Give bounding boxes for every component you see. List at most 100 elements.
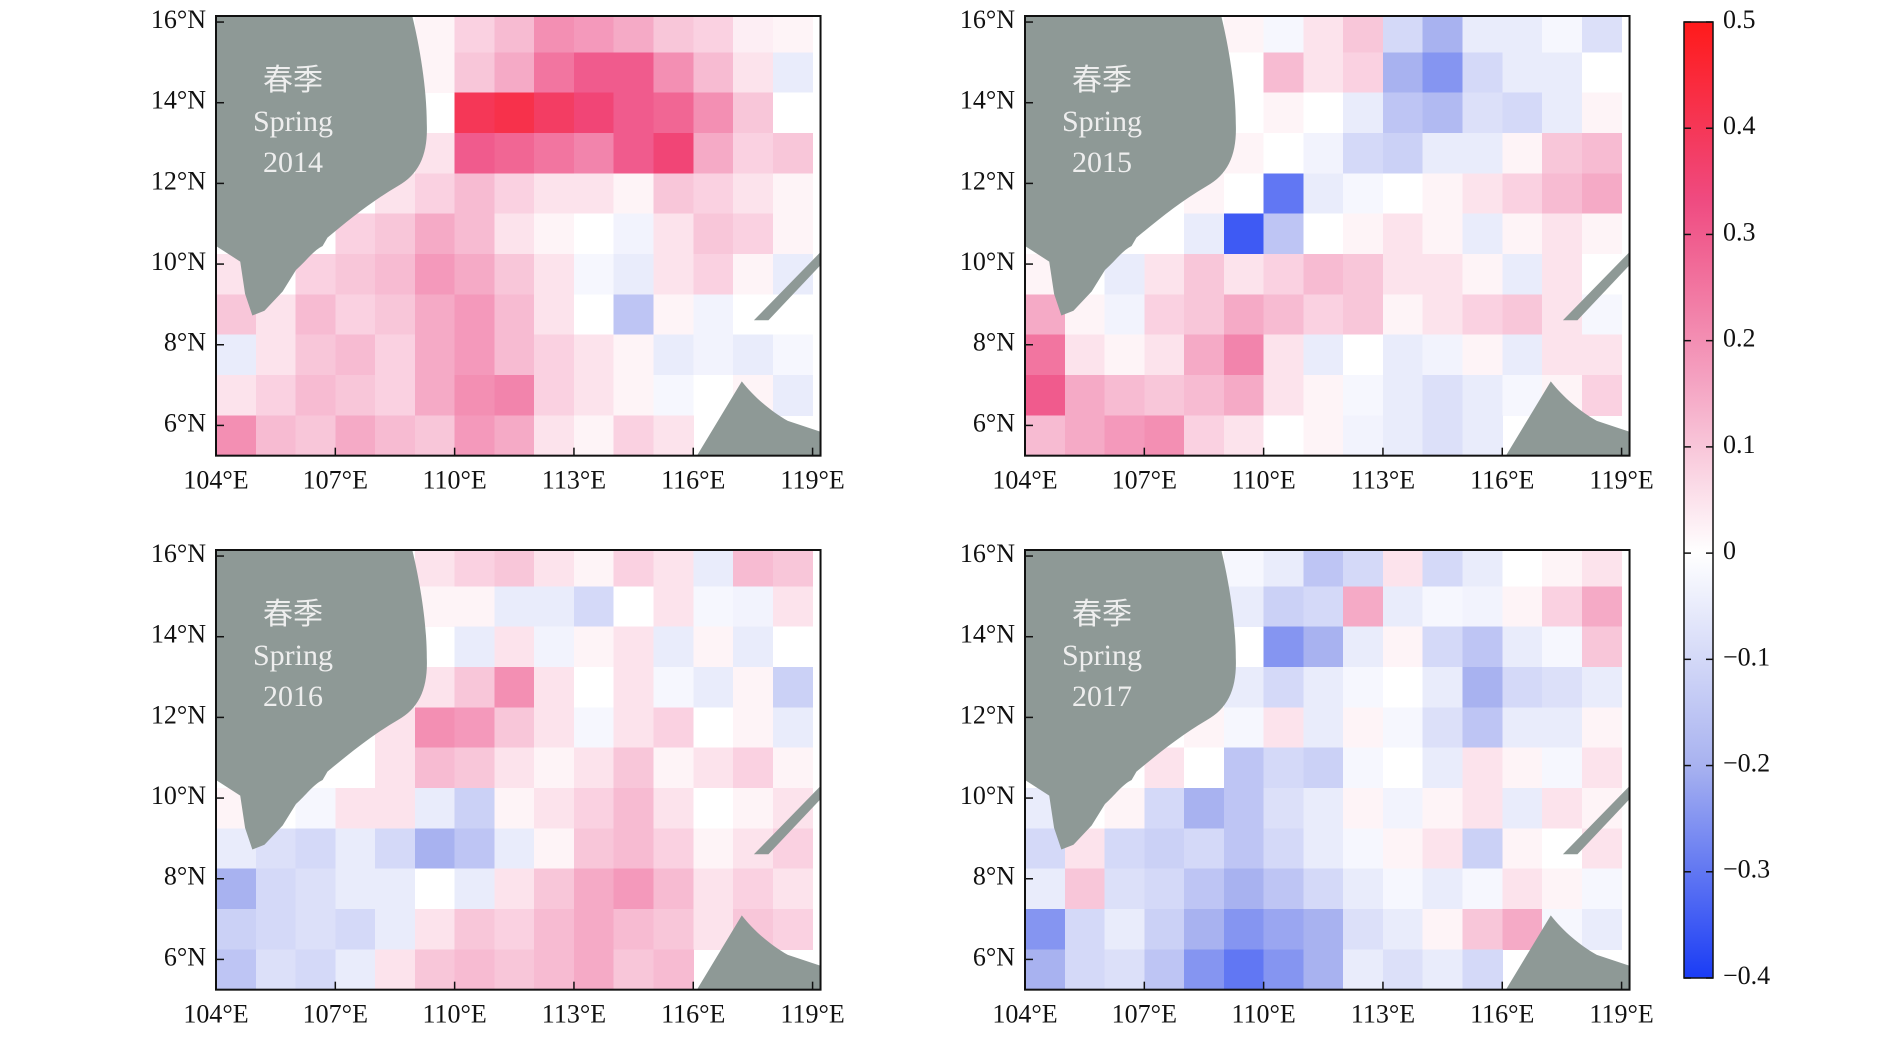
heatmap-cell xyxy=(1382,294,1424,336)
heatmap-cell xyxy=(454,132,496,174)
heatmap-cell xyxy=(1422,828,1464,870)
heatmap-cell xyxy=(1303,16,1344,53)
heatmap-cell xyxy=(1422,949,1464,991)
heatmap-cell xyxy=(573,374,615,416)
heatmap-cell xyxy=(653,213,694,255)
heatmap-cell xyxy=(1263,374,1305,416)
heatmap-cell xyxy=(414,828,456,870)
heatmap-cell xyxy=(1542,586,1583,628)
x-tick-label: 107°E xyxy=(1112,466,1177,495)
plot-frame xyxy=(215,549,822,991)
heatmap-cell xyxy=(1502,787,1543,829)
heatmap-cell xyxy=(1263,294,1305,336)
heatmap-cell xyxy=(255,334,297,376)
heatmap-cell xyxy=(1263,666,1305,708)
heatmap-cell xyxy=(733,52,774,94)
heatmap-cell xyxy=(335,334,376,376)
heatmap-cell xyxy=(494,666,535,708)
heatmap-cell xyxy=(1184,415,1225,457)
heatmap-cell xyxy=(494,294,535,336)
heatmap-cell xyxy=(772,707,814,749)
heatmap-cell xyxy=(1502,626,1543,668)
heatmap-cell xyxy=(1184,949,1225,991)
heatmap-cell xyxy=(733,787,774,829)
heatmap-cell xyxy=(1343,132,1384,174)
y-tick-label: 10°N xyxy=(151,247,206,276)
heatmap-cell xyxy=(454,334,496,376)
heatmap-cell xyxy=(1144,334,1185,376)
heatmap-cell xyxy=(494,374,535,416)
heatmap-cell xyxy=(494,949,535,991)
heatmap-cell xyxy=(1303,132,1344,174)
heatmap-cell xyxy=(1263,132,1305,174)
y-tick-label: 10°N xyxy=(151,781,206,810)
heatmap-cell xyxy=(1263,626,1305,668)
heatmap-cell xyxy=(335,828,376,870)
heatmap-cell xyxy=(255,415,297,457)
heatmap-cell xyxy=(454,586,496,628)
heatmap-cell xyxy=(613,868,655,910)
heatmap-cell xyxy=(1223,294,1265,336)
panel-label: 2014 xyxy=(263,146,323,179)
heatmap-cell xyxy=(216,334,257,376)
heatmap-cell xyxy=(1263,787,1305,829)
heatmap-cell xyxy=(1263,949,1305,991)
heatmap-cell xyxy=(733,747,774,789)
heatmap-cell xyxy=(454,16,496,53)
heatmap-cell xyxy=(1422,868,1464,910)
heatmap-cell xyxy=(1144,253,1185,295)
heatmap-cell xyxy=(653,92,694,134)
heatmap-cell xyxy=(454,787,496,829)
heatmap-cell xyxy=(1382,52,1424,94)
heatmap-cell xyxy=(1382,334,1424,376)
x-tick-label: 107°E xyxy=(1112,1000,1177,1029)
heatmap-cell xyxy=(1581,550,1623,587)
heatmap-cell xyxy=(1382,213,1424,255)
heatmap-cell xyxy=(1581,868,1623,910)
heatmap-cell xyxy=(1303,787,1344,829)
heatmap-cell xyxy=(1343,949,1384,991)
heatmap-cell xyxy=(573,586,615,628)
heatmap-cell xyxy=(1303,949,1344,991)
heatmap-cell xyxy=(414,747,456,789)
heatmap-cell xyxy=(375,415,416,457)
heatmap-cell xyxy=(1343,213,1384,255)
heatmap-cell xyxy=(693,213,734,255)
heatmap-cell xyxy=(454,707,496,749)
heatmap-cell xyxy=(1303,707,1344,749)
y-tick-label: 14°N xyxy=(960,620,1015,649)
panel-label: 春季 xyxy=(263,64,323,97)
heatmap-cell xyxy=(1422,550,1464,587)
heatmap-cell xyxy=(772,626,814,668)
heatmap-cell xyxy=(1263,92,1305,134)
y-tick-label: 10°N xyxy=(960,781,1015,810)
heatmap-cell xyxy=(1223,747,1265,789)
heatmap-cell xyxy=(375,787,416,829)
heatmap-cell xyxy=(1223,213,1265,255)
heatmap-cell xyxy=(613,550,655,587)
x-tick-label: 107°E xyxy=(303,1000,368,1029)
heatmap-cell xyxy=(653,828,694,870)
heatmap-cell xyxy=(1343,626,1384,668)
heatmap-cell xyxy=(1542,626,1583,668)
heatmap-cells xyxy=(216,16,1623,991)
heatmap-cell xyxy=(1542,747,1583,789)
heatmap-cell xyxy=(613,949,655,991)
heatmap-cell xyxy=(375,294,416,336)
heatmap-cell xyxy=(1382,707,1424,749)
heatmap-cell xyxy=(414,173,456,215)
heatmap-cell xyxy=(573,334,615,376)
heatmap-cell xyxy=(573,949,615,991)
heatmap-cell xyxy=(1343,173,1384,215)
heatmap-cell xyxy=(653,586,694,628)
heatmap-cell xyxy=(454,415,496,457)
panel-label: 2017 xyxy=(1072,680,1132,713)
heatmap-cell xyxy=(693,787,734,829)
heatmap-cell xyxy=(1422,132,1464,174)
heatmap-cell xyxy=(534,213,575,255)
heatmap-cell xyxy=(693,173,734,215)
heatmap-cell xyxy=(295,828,336,870)
heatmap-cell xyxy=(494,16,535,53)
heatmap-cell xyxy=(772,747,814,789)
heatmap-cell xyxy=(733,666,774,708)
